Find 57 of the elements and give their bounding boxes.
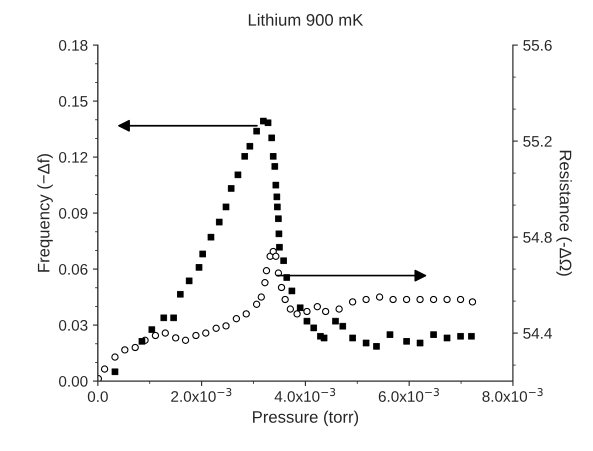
y2-tick-label: 54.4 bbox=[523, 328, 552, 339]
x-tick-label: 0.0 bbox=[88, 391, 108, 402]
point bbox=[272, 252, 280, 260]
y-axis-title: Frequency (−Δf) bbox=[37, 154, 53, 272]
point bbox=[252, 300, 260, 308]
chart-title: Lithium 900 mK bbox=[248, 14, 364, 26]
point bbox=[242, 310, 250, 318]
point bbox=[293, 310, 301, 318]
y-tick-label: 0.12 bbox=[58, 152, 88, 163]
point bbox=[222, 322, 230, 330]
x-tick-label: 8.0x10$^{−3}$ bbox=[482, 388, 543, 402]
y-tick-label: 0.00 bbox=[58, 376, 88, 387]
point bbox=[162, 329, 169, 337]
point bbox=[192, 332, 200, 340]
y2-axis-title: Resistance (-ΔΩ) bbox=[556, 150, 572, 276]
point bbox=[261, 279, 269, 286]
point bbox=[314, 303, 321, 310]
point bbox=[376, 293, 384, 301]
y-tick-label: 0.15 bbox=[58, 96, 88, 107]
x-tick-label: 4.0x10$^{−3}$ bbox=[274, 388, 336, 402]
point bbox=[286, 305, 294, 313]
point bbox=[232, 315, 240, 322]
point bbox=[262, 267, 270, 274]
y2-tick-label: 54.8 bbox=[523, 232, 552, 243]
point bbox=[416, 296, 424, 304]
y-tick-label: 0.18 bbox=[58, 40, 88, 51]
y-tick-label: 0.06 bbox=[58, 264, 88, 275]
point bbox=[322, 308, 330, 316]
point bbox=[100, 365, 108, 373]
x-tick-label: 6.0x10$^{−3}$ bbox=[378, 388, 439, 402]
point bbox=[202, 329, 210, 337]
point bbox=[389, 296, 397, 304]
y-tick-label: 0.03 bbox=[58, 320, 88, 331]
point bbox=[303, 308, 311, 316]
point bbox=[468, 298, 476, 306]
point bbox=[402, 296, 410, 304]
point bbox=[335, 305, 343, 313]
point bbox=[121, 346, 128, 354]
point bbox=[278, 284, 286, 292]
point bbox=[443, 296, 451, 304]
point bbox=[182, 336, 190, 344]
point bbox=[348, 298, 356, 306]
point bbox=[111, 353, 119, 361]
point bbox=[132, 344, 139, 352]
point bbox=[362, 296, 370, 304]
y2-tick-label: 55.6 bbox=[523, 40, 552, 51]
x-axis-title: Pressure (torr) bbox=[253, 410, 358, 426]
point bbox=[152, 332, 160, 340]
point bbox=[430, 296, 438, 304]
point bbox=[282, 296, 289, 304]
point bbox=[258, 293, 265, 301]
point bbox=[172, 334, 180, 342]
y2-tick-label: 55.2 bbox=[523, 136, 552, 147]
point bbox=[212, 324, 220, 332]
point bbox=[456, 296, 464, 304]
y-tick-label: 0.09 bbox=[58, 208, 88, 219]
x-tick-label: 2.0x10$^{−3}$ bbox=[171, 388, 232, 402]
